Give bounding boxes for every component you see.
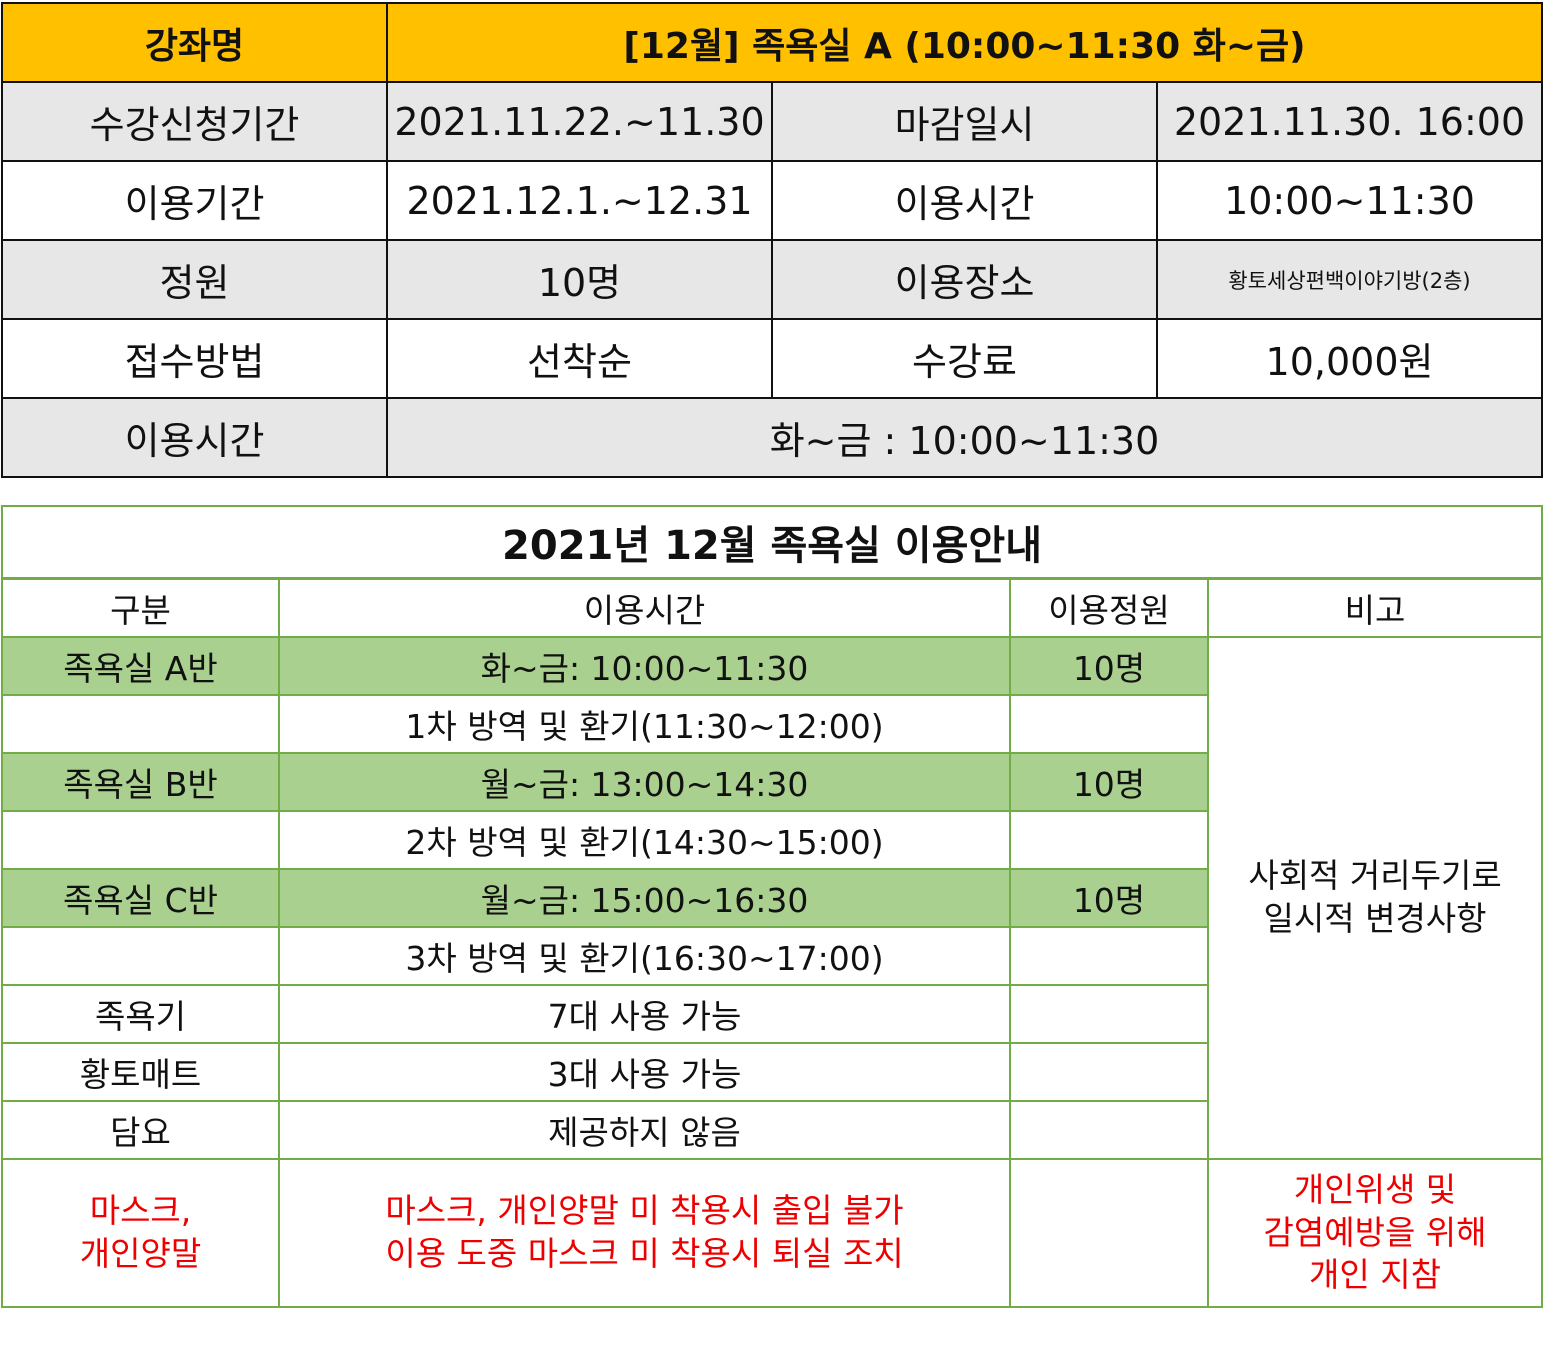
course-info-table: 강좌명 [12월] 족욕실 A (10:00~11:30 화~금) 수강신청기간…	[1, 2, 1543, 478]
column-header: 비고	[1206, 577, 1544, 638]
time-value: 화~금 : 10:00~11:30	[386, 397, 1543, 478]
table-row: 족욕실 B반 월~금: 13:00~14:30 10명	[1, 752, 1542, 812]
table-row: 황토매트 3대 사용 가능	[1, 1042, 1542, 1102]
table-row: 족욕실 A반 화~금: 10:00~11:30 10명 사회적 거리두기로 일시적 변경…	[1, 636, 1544, 1160]
table-row: 3차 방역 및 환기(16:30~17:00)	[1, 926, 1542, 986]
info-value: 선착순	[386, 318, 773, 399]
table-row: 2차 방역 및 환기(14:30~15:00)	[1, 810, 1542, 870]
time-cell: 3차 방역 및 환기(16:30~17:00)	[278, 926, 1011, 986]
info-value: 2021.11.22.~11.30	[386, 81, 773, 162]
time-cell: 월~금: 13:00~14:30	[278, 752, 1011, 812]
category-cell	[1, 694, 280, 754]
capacity-cell: 10명	[1009, 752, 1209, 812]
info-label: 수강료	[771, 318, 1158, 399]
category-cell: 족욕실 B반	[1, 752, 280, 812]
capacity-cell	[1009, 810, 1209, 870]
capacity-cell	[1009, 984, 1209, 1044]
time-cell: 제공하지 않음	[278, 1100, 1011, 1160]
capacity-cell: 10명	[1009, 868, 1209, 928]
info-label: 이용장소	[771, 239, 1158, 320]
category-cell	[1, 926, 280, 986]
mask-rule: 마스크, 개인양말 미 착용시 출입 불가 이용 도중 마스크 미 착용시 퇴실 …	[278, 1158, 1011, 1308]
info-value: 10명	[386, 239, 773, 320]
course-name-label: 강좌명	[1, 2, 388, 83]
category-cell	[1, 810, 280, 870]
info-value: 2021.12.1.~12.31	[386, 160, 773, 241]
column-header: 이용시간	[278, 577, 1011, 638]
time-cell: 2차 방역 및 환기(14:30~15:00)	[278, 810, 1011, 870]
info-value: 10:00~11:30	[1156, 160, 1543, 241]
note-line: 일시적 변경사항	[1263, 899, 1487, 938]
capacity-cell	[1009, 694, 1209, 754]
table-row: 족욕기 7대 사용 가능	[1, 984, 1542, 1044]
category-cell: 황토매트	[1, 1042, 280, 1102]
info-label: 접수방법	[1, 318, 388, 399]
capacity-cell	[1009, 1100, 1209, 1160]
table-row: 족욕실 C반 월~금: 15:00~16:30 10명	[1, 868, 1542, 928]
category-cell: 족욕실 A반	[1, 636, 280, 696]
info-label: 이용시간	[771, 160, 1158, 241]
time-label: 이용시간	[1, 397, 388, 478]
course-name-value: [12월] 족욕실 A (10:00~11:30 화~금)	[386, 2, 1543, 83]
info-label: 정원	[1, 239, 388, 320]
capacity-cell	[1009, 1042, 1209, 1102]
table-row: 담요 제공하지 않음	[1, 1100, 1542, 1160]
time-cell: 1차 방역 및 환기(11:30~12:00)	[278, 694, 1011, 754]
info-value: 2021.11.30. 16:00	[1156, 81, 1543, 162]
time-cell: 7대 사용 가능	[278, 984, 1011, 1044]
info-label: 수강신청기간	[1, 81, 388, 162]
info-label: 마감일시	[771, 81, 1158, 162]
info-value: 10,000원	[1156, 318, 1543, 399]
guide-title: 2021년 12월 족욕실 이용안내	[0, 505, 1544, 580]
info-label: 이용기간	[1, 160, 388, 241]
note-line: 사회적 거리두기로	[1248, 856, 1502, 896]
note-cell: 사회적 거리두기로 일시적 변경사항	[1206, 636, 1544, 1160]
category-cell: 담요	[1, 1100, 280, 1160]
capacity-cell: 10명	[1009, 636, 1209, 696]
mask-capacity	[1009, 1158, 1209, 1308]
category-cell: 족욕실 C반	[1, 868, 280, 928]
column-header: 구분	[1, 577, 280, 638]
mask-note: 개인위생 및 감염예방을 위해 개인 지참	[1206, 1158, 1544, 1308]
time-cell: 화~금: 10:00~11:30	[278, 636, 1011, 696]
capacity-cell	[1009, 926, 1209, 986]
info-value: 황토세상편백이야기방(2층)	[1156, 239, 1543, 320]
time-cell: 3대 사용 가능	[278, 1042, 1011, 1102]
usage-guide-table: 2021년 12월 족욕실 이용안내 구분 이용시간 이용정원 비고 족욕실 A…	[0, 505, 1544, 1308]
mask-category: 마스크, 개인양말	[1, 1158, 280, 1308]
column-header: 이용정원	[1009, 577, 1209, 638]
time-cell: 월~금: 15:00~16:30	[278, 868, 1011, 928]
category-cell: 족욕기	[1, 984, 280, 1044]
table-row: 1차 방역 및 환기(11:30~12:00)	[1, 694, 1542, 754]
